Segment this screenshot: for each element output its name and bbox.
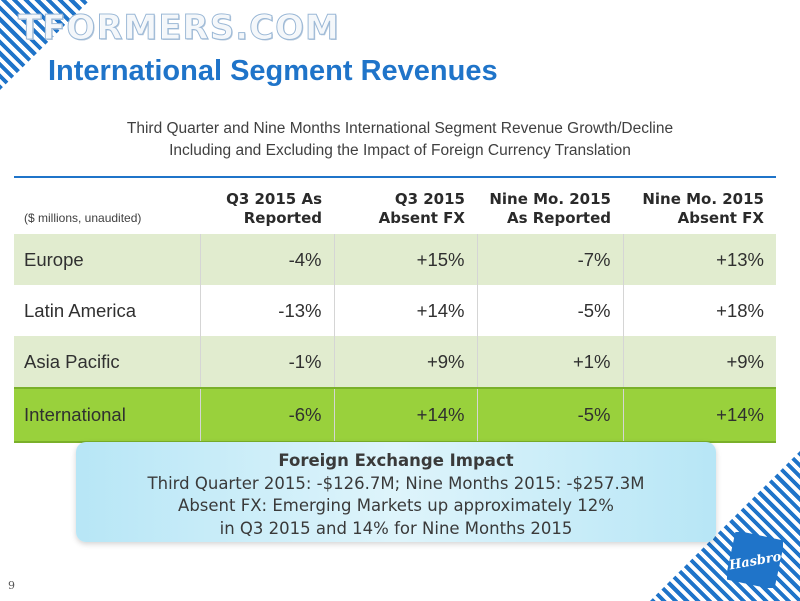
- table-row-latin-america: Latin America -13% +14% -5% +18%: [14, 285, 776, 336]
- column-header-q3-reported: Q3 2015 As Reported: [200, 177, 334, 234]
- row-label: Latin America: [14, 285, 200, 336]
- fx-impact-line: Absent FX: Emerging Markets up approxima…: [178, 496, 614, 515]
- hasbro-logo: Hasbro: [727, 532, 783, 588]
- watermark: TFORMERS.COM: [18, 8, 340, 49]
- table-cell: -4%: [199, 234, 334, 285]
- unit-label: ($ millions, unaudited): [24, 211, 142, 225]
- table-cell: -1%: [199, 336, 334, 388]
- header-line: Nine Mo. 2015: [489, 190, 611, 208]
- table-cell: +18%: [622, 285, 776, 336]
- table-cell: -5%: [476, 387, 623, 443]
- header-line: Q3 2015: [394, 190, 465, 208]
- fx-impact-box: Foreign Exchange Impact Third Quarter 20…: [76, 442, 716, 542]
- table-row-asia-pacific: Asia Pacific -1% +9% +1% +9%: [14, 336, 776, 388]
- fx-impact-title: Foreign Exchange Impact: [278, 451, 514, 470]
- column-header-nine-mo-absent-fx: Nine Mo. 2015 Absent FX: [623, 177, 776, 234]
- table-cell: -7%: [476, 234, 623, 285]
- header-line: Q3 2015 As: [226, 190, 322, 208]
- page-number: 9: [8, 579, 15, 592]
- table-cell: -13%: [199, 285, 334, 336]
- table-cell: +14%: [333, 285, 477, 336]
- header-line: Absent FX: [677, 209, 764, 227]
- slide-title: International Segment Revenues: [48, 55, 498, 87]
- table-cell: +13%: [622, 234, 776, 285]
- header-line: As Reported: [506, 209, 611, 227]
- table-cell: -6%: [199, 387, 334, 443]
- row-label: Asia Pacific: [14, 336, 200, 388]
- row-label: Europe: [14, 234, 200, 285]
- table-cell: -5%: [476, 285, 623, 336]
- table-cell: +9%: [622, 336, 776, 388]
- header-line: Absent FX: [378, 209, 465, 227]
- table-cell: +9%: [333, 336, 477, 388]
- table-cell: +14%: [622, 387, 776, 443]
- header-line: Nine Mo. 2015: [642, 190, 764, 208]
- table-row-international: International -6% +14% -5% +14%: [14, 387, 776, 443]
- row-label: International: [14, 387, 200, 443]
- slide-subtitle: Third Quarter and Nine Months Internatio…: [0, 118, 800, 162]
- table-row-europe: Europe -4% +15% -7% +13%: [14, 234, 776, 285]
- table-cell: +1%: [476, 336, 623, 388]
- table-cell: +15%: [333, 234, 477, 285]
- table-cell: +14%: [333, 387, 477, 443]
- fx-impact-line: in Q3 2015 and 14% for Nine Months 2015: [219, 518, 573, 538]
- column-header-nine-mo-reported: Nine Mo. 2015 As Reported: [477, 177, 623, 234]
- subtitle-line-2: Including and Excluding the Impact of Fo…: [169, 142, 631, 159]
- table-header-row: ($ millions, unaudited) Q3 2015 As Repor…: [14, 177, 776, 234]
- header-line: Reported: [243, 209, 322, 227]
- subtitle-line-1: Third Quarter and Nine Months Internatio…: [126, 120, 674, 137]
- column-header-q3-absent-fx: Q3 2015 Absent FX: [334, 177, 477, 234]
- fx-impact-line: Third Quarter 2015: -$126.7M; Nine Month…: [147, 473, 645, 493]
- revenue-table: ($ millions, unaudited) Q3 2015 As Repor…: [14, 176, 776, 443]
